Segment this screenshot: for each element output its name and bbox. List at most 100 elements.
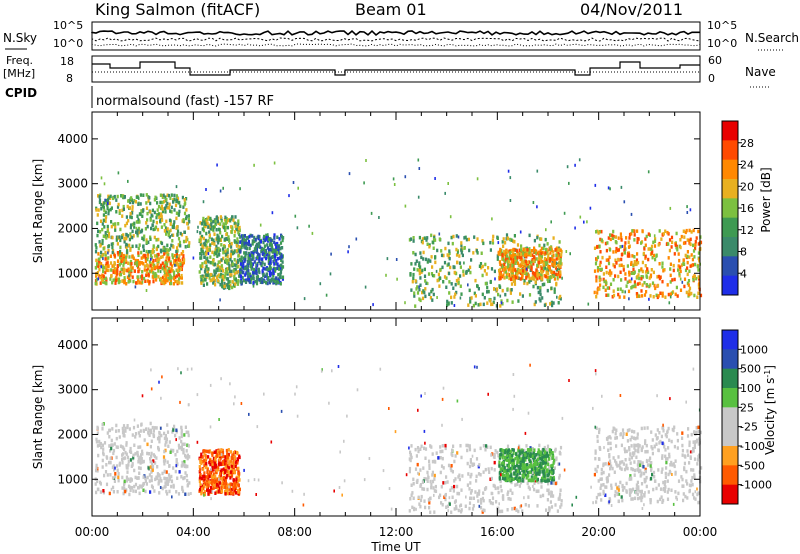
power-sparse-cell xyxy=(134,261,136,265)
power-sparse-cell xyxy=(197,225,199,229)
power-cell xyxy=(611,295,614,299)
vel-cell xyxy=(544,456,547,460)
vel-cell xyxy=(516,469,520,473)
power-cell xyxy=(149,237,152,241)
power-cell xyxy=(530,276,533,281)
vel-cell xyxy=(225,462,228,466)
vel-cell xyxy=(459,444,462,448)
power-cell xyxy=(170,210,173,214)
power-cell xyxy=(102,247,105,251)
power-cell xyxy=(222,250,225,255)
power-cell xyxy=(486,301,489,305)
power-cell xyxy=(221,284,224,289)
power-cell xyxy=(219,215,222,219)
vel-cell xyxy=(164,443,167,447)
vel-cell xyxy=(413,506,416,511)
power-sparse-cell xyxy=(494,277,496,281)
power-cell xyxy=(657,274,660,279)
power-cell xyxy=(123,278,126,282)
vel-cell xyxy=(539,461,542,465)
vel-cell xyxy=(479,497,483,502)
power-cell xyxy=(130,198,133,202)
power-cell xyxy=(513,282,517,286)
power-sparse-cell xyxy=(681,280,684,284)
power-cell xyxy=(161,254,164,259)
power-cell xyxy=(418,287,421,292)
vel-cell xyxy=(130,450,133,454)
power-cell xyxy=(148,260,152,264)
power-cell xyxy=(125,221,128,226)
power-cell xyxy=(498,284,501,288)
power-cell xyxy=(460,248,463,252)
power-cell xyxy=(281,275,285,279)
vel-cell xyxy=(150,484,154,488)
vel-cell xyxy=(234,486,237,491)
power-cell xyxy=(623,244,626,249)
power-cell xyxy=(101,227,104,232)
power-cell xyxy=(631,229,634,233)
vel-cell xyxy=(514,456,517,461)
vel-cell xyxy=(553,458,556,463)
power-sparse-cell xyxy=(583,220,585,224)
power-cell xyxy=(102,274,105,279)
vel-cell xyxy=(523,455,526,459)
power-cell xyxy=(198,270,201,274)
power-cell xyxy=(418,235,421,240)
power-cell xyxy=(552,264,555,268)
vel-cell xyxy=(211,462,214,466)
power-cell xyxy=(252,280,255,285)
power-cell xyxy=(511,263,514,268)
vel-cell xyxy=(150,475,153,479)
vel-cell xyxy=(516,477,519,481)
power-cell xyxy=(697,285,701,290)
vel-cell xyxy=(526,481,529,486)
power-cell xyxy=(523,259,526,263)
vel-cell xyxy=(144,476,147,481)
vel-cell xyxy=(455,504,458,509)
power-cell xyxy=(551,262,554,266)
vel-cell xyxy=(423,499,426,503)
power-sparse-cell xyxy=(679,277,682,281)
power-cell xyxy=(546,288,549,293)
vel-cell xyxy=(641,445,644,449)
vel-cell xyxy=(434,484,437,489)
vel-cell xyxy=(227,466,230,470)
vel-cell xyxy=(545,448,548,452)
power-cell xyxy=(110,224,113,229)
power-cell xyxy=(96,213,99,217)
power-cell xyxy=(279,263,283,268)
vel-cell xyxy=(163,476,166,481)
power-cell xyxy=(123,195,126,199)
power-cell xyxy=(207,267,210,271)
power-cell xyxy=(116,259,120,264)
nave-tick-top: 60 xyxy=(708,54,722,67)
power-cell xyxy=(184,239,188,243)
power-cell xyxy=(641,269,644,274)
power-cell xyxy=(164,210,167,214)
power-cell xyxy=(95,272,98,277)
vel-cell xyxy=(216,477,219,481)
vel-cell xyxy=(528,470,531,474)
power-cell xyxy=(159,200,162,205)
power-cell xyxy=(259,280,262,284)
power-cell xyxy=(277,264,280,269)
power-cell xyxy=(102,269,105,273)
power-cell xyxy=(202,219,205,223)
power-cell xyxy=(129,259,132,264)
vel-cell xyxy=(469,496,472,500)
vel-cell xyxy=(521,459,524,463)
power-cell xyxy=(552,301,555,305)
vel-cell xyxy=(95,437,98,442)
vel-cell xyxy=(183,433,186,437)
power-cell xyxy=(119,261,122,265)
power-sparse-cell xyxy=(102,257,104,261)
vel-cell xyxy=(166,492,169,496)
vel-cell xyxy=(125,441,128,445)
power-cell xyxy=(272,274,275,278)
power-sparse-cell xyxy=(355,237,358,241)
power-sparse-cell xyxy=(435,269,438,273)
power-cell xyxy=(426,236,429,240)
vel-cell xyxy=(477,464,480,469)
power-cell xyxy=(142,254,145,259)
vel-cell xyxy=(428,463,431,467)
